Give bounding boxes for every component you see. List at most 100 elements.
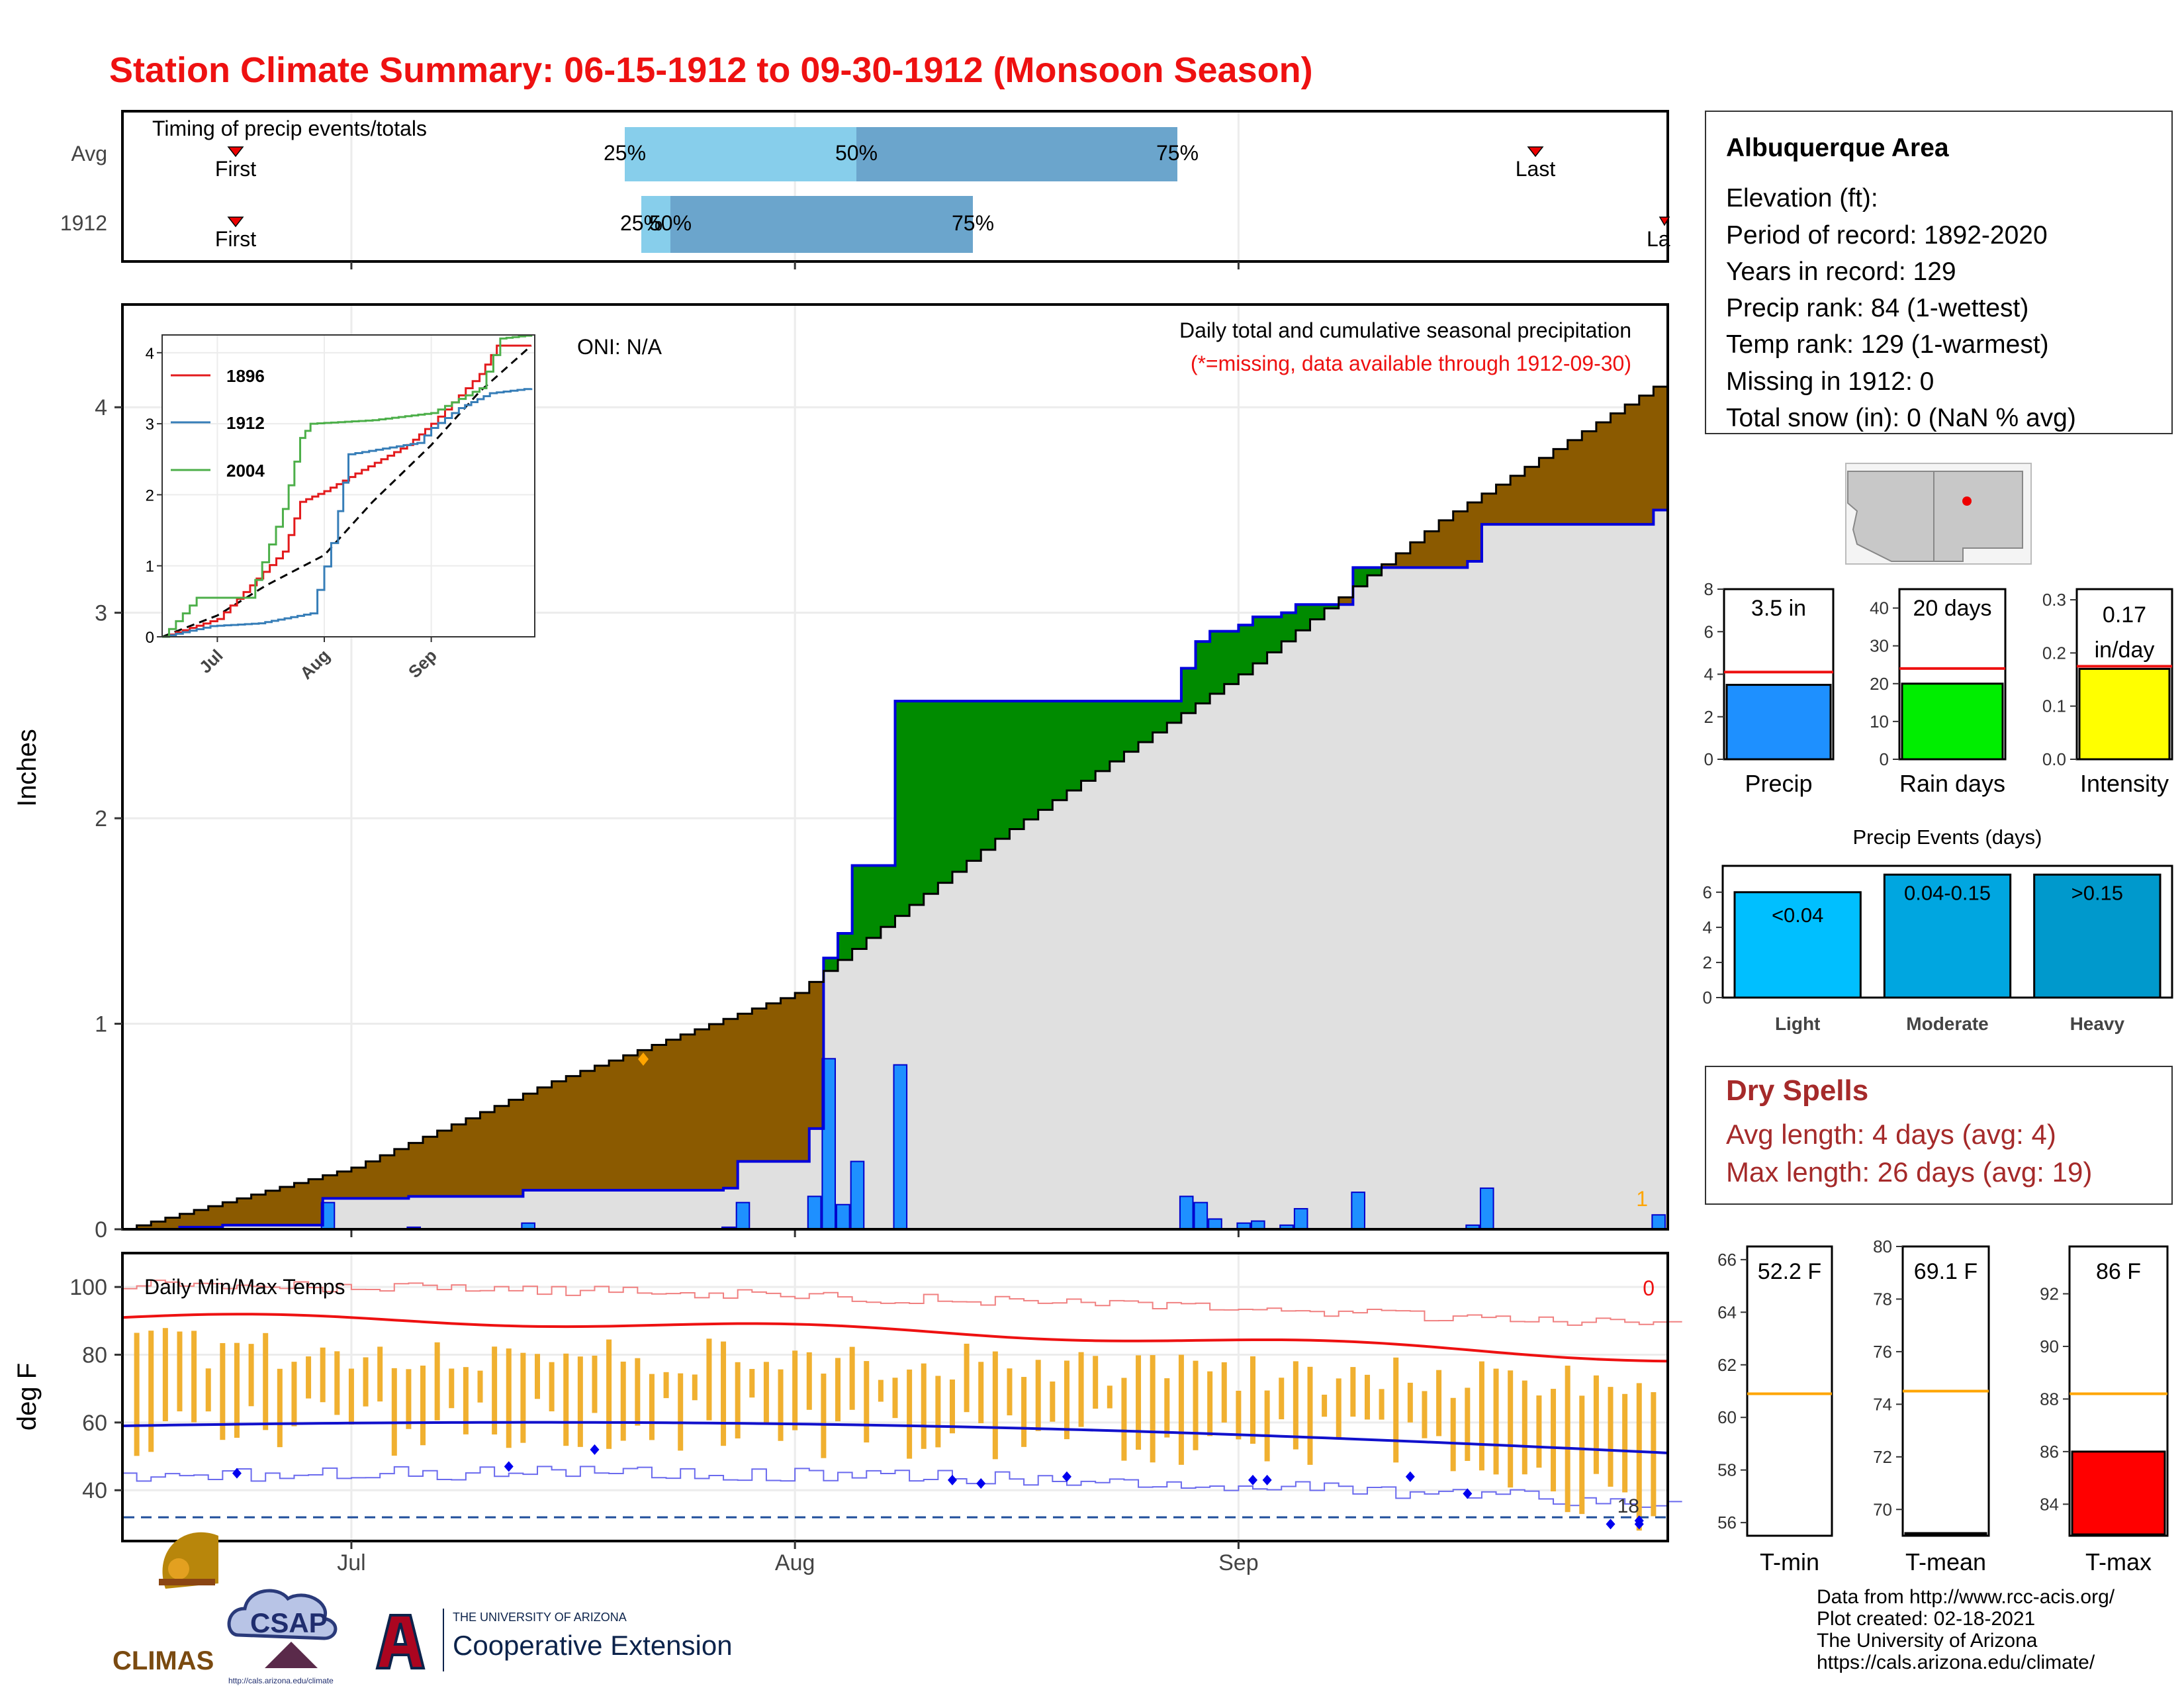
daily-precip-bar [1208, 1218, 1222, 1231]
station-line-snow: Total snow (in): 0 (NaN % avg) [1726, 404, 2076, 432]
inset-ytick-label: 4 [146, 345, 154, 363]
missing-marker-icon [638, 1053, 649, 1066]
precip-header: Daily total and cumulative seasonal prec… [1179, 318, 1631, 342]
avg-first-label: First [215, 157, 256, 181]
summary-bars: 0 2 4 6 8 3.5 in Precip 0 10 20 30 40 20 days Rain da… [1704, 579, 2173, 797]
location-map [1845, 463, 2032, 565]
event-bar-heavy [2033, 873, 2161, 999]
csap-url: http://cals.arizona.edu/climate [228, 1676, 334, 1685]
university-of-arizona-logo: THE UNIVERSITY OF ARIZONA Cooperative Ex… [375, 1609, 733, 1671]
temp-label: Daily Min/Max Temps [144, 1275, 345, 1299]
avg-cumulative-line [122, 385, 1668, 1231]
daily-temp-bar [949, 1379, 955, 1434]
daily-precip-bar [1293, 1207, 1308, 1231]
record-low-diamond-icon [504, 1461, 514, 1472]
daily-temp-bar [1136, 1355, 1142, 1450]
daily-temp-bar [1536, 1395, 1542, 1468]
mini-bar-value-label: 20 days [1913, 596, 1991, 621]
daily-temp-bar [1465, 1387, 1471, 1461]
record-low-diamond-icon [947, 1474, 957, 1485]
daily-temp-bar [291, 1362, 297, 1427]
temp-summary-ytick-label: 58 [1717, 1460, 1737, 1480]
timing-1912-bar-high [670, 196, 973, 253]
daily-temp-bar [1093, 1356, 1099, 1409]
daily-temp-bar [320, 1347, 326, 1403]
events-ytick-label: 0 [1703, 988, 1712, 1008]
daily-temp-bar [663, 1372, 669, 1399]
avg-last-marker-icon [1527, 146, 1544, 158]
csap-mountain-icon [265, 1642, 318, 1668]
daily-temp-bar [177, 1331, 183, 1412]
timing-avg-bar-low [625, 127, 856, 181]
record-low-diamond-icon [976, 1478, 986, 1489]
daily-temp-bar [377, 1346, 383, 1402]
daily-temp-bar [1336, 1378, 1342, 1438]
daily-temp-bar [1479, 1361, 1484, 1471]
precip-frame [121, 303, 1669, 1231]
temp-summary-ytick-label: 70 [1873, 1499, 1892, 1519]
daily-temp-bar [821, 1374, 827, 1458]
events-ytick-label: 4 [1703, 917, 1712, 937]
daily-temp-bar [1622, 1393, 1628, 1493]
daily-temp-bar [1193, 1360, 1199, 1450]
daily-temp-bar [477, 1370, 483, 1403]
daily-temp-bar [420, 1365, 426, 1446]
daily-temp-bar [1493, 1368, 1499, 1475]
daily-temp-bar [248, 1344, 254, 1407]
daily-temp-bar [1307, 1366, 1313, 1465]
ua-extension: Cooperative Extension [453, 1630, 733, 1661]
1912-p75-label: 75% [952, 211, 994, 235]
temp-summary-ytick-label: 78 [1873, 1289, 1892, 1309]
daily-temp-bar [234, 1342, 240, 1438]
daily-temp-bar [1422, 1391, 1428, 1438]
mini-bar-ytick-label: 2 [1704, 707, 1713, 727]
temp-summary-ytick-label: 56 [1717, 1513, 1737, 1532]
temp-summary-ytick-label: 62 [1717, 1355, 1737, 1375]
daily-precip-bar [850, 1160, 865, 1231]
daily-temp-bar [735, 1362, 741, 1438]
precip-ytick-label: 3 [95, 601, 107, 626]
daily-temp-bar [1579, 1395, 1585, 1515]
mini-bar-ytick-label: 0.1 [2042, 696, 2066, 716]
daily-temp-bar [592, 1355, 598, 1413]
daily-precip-bar [807, 1196, 822, 1230]
temp-summary-value-bar [1904, 1532, 1987, 1536]
daily-temp-bar [935, 1376, 941, 1448]
daily-temp-bar [492, 1346, 498, 1434]
climas-logo: CLIMAS [113, 1532, 218, 1675]
temp-summary-ytick-label: 86 [2040, 1442, 2059, 1462]
record-low-diamond-icon [1634, 1519, 1644, 1530]
page-title: Station Climate Summary: 06-15-1912 to 0… [109, 50, 1313, 90]
daily-precip-bar [1179, 1196, 1194, 1230]
temp-summary-label: T-max [2085, 1548, 2152, 1575]
temp-summary-ytick-label: 72 [1873, 1447, 1892, 1467]
min-cumulative-area [122, 510, 1668, 1229]
csap-wordmark: CSAP [250, 1607, 328, 1638]
1912-last-marker-icon [1659, 216, 1670, 226]
temp-summary-value-label: 86 F [2096, 1259, 2141, 1284]
daily-temp-bar [1207, 1371, 1213, 1436]
temp-ytick-label: 40 [82, 1478, 107, 1503]
mini-bar-ytick-label: 0.0 [2042, 749, 2066, 769]
inset-ytick-label: 0 [146, 629, 154, 647]
record-low-diamond-icon [1463, 1488, 1473, 1499]
daily-temp-bar [1021, 1377, 1027, 1447]
record-low-diamond-icon [1262, 1474, 1272, 1485]
daily-temp-bar [306, 1356, 312, 1399]
mini-bar-value-label: 3.5 in [1751, 596, 1806, 621]
daily-temp-bar [1508, 1370, 1514, 1488]
event-bar-moderate [1883, 873, 2012, 999]
station-line-temp-rank: Temp rank: 129 (1-warmest) [1726, 330, 2049, 359]
daily-temp-bar [1450, 1397, 1456, 1472]
temp-summary-ytick-label: 92 [2040, 1284, 2059, 1304]
avg-last-label: Last [1516, 157, 1556, 181]
daily-temp-bar [1636, 1383, 1642, 1531]
daily-temp-bar [434, 1342, 440, 1421]
temp-summary-value-bar [2071, 1450, 2166, 1536]
daily-precip-bar [893, 1064, 908, 1230]
daily-temp-bar [263, 1333, 269, 1430]
daily-temp-bar [534, 1354, 540, 1399]
temp-summary-ytick-label: 88 [2040, 1389, 2059, 1409]
daily-precip-bar [836, 1203, 850, 1231]
temp-count-hot: 0 [1643, 1276, 1655, 1300]
